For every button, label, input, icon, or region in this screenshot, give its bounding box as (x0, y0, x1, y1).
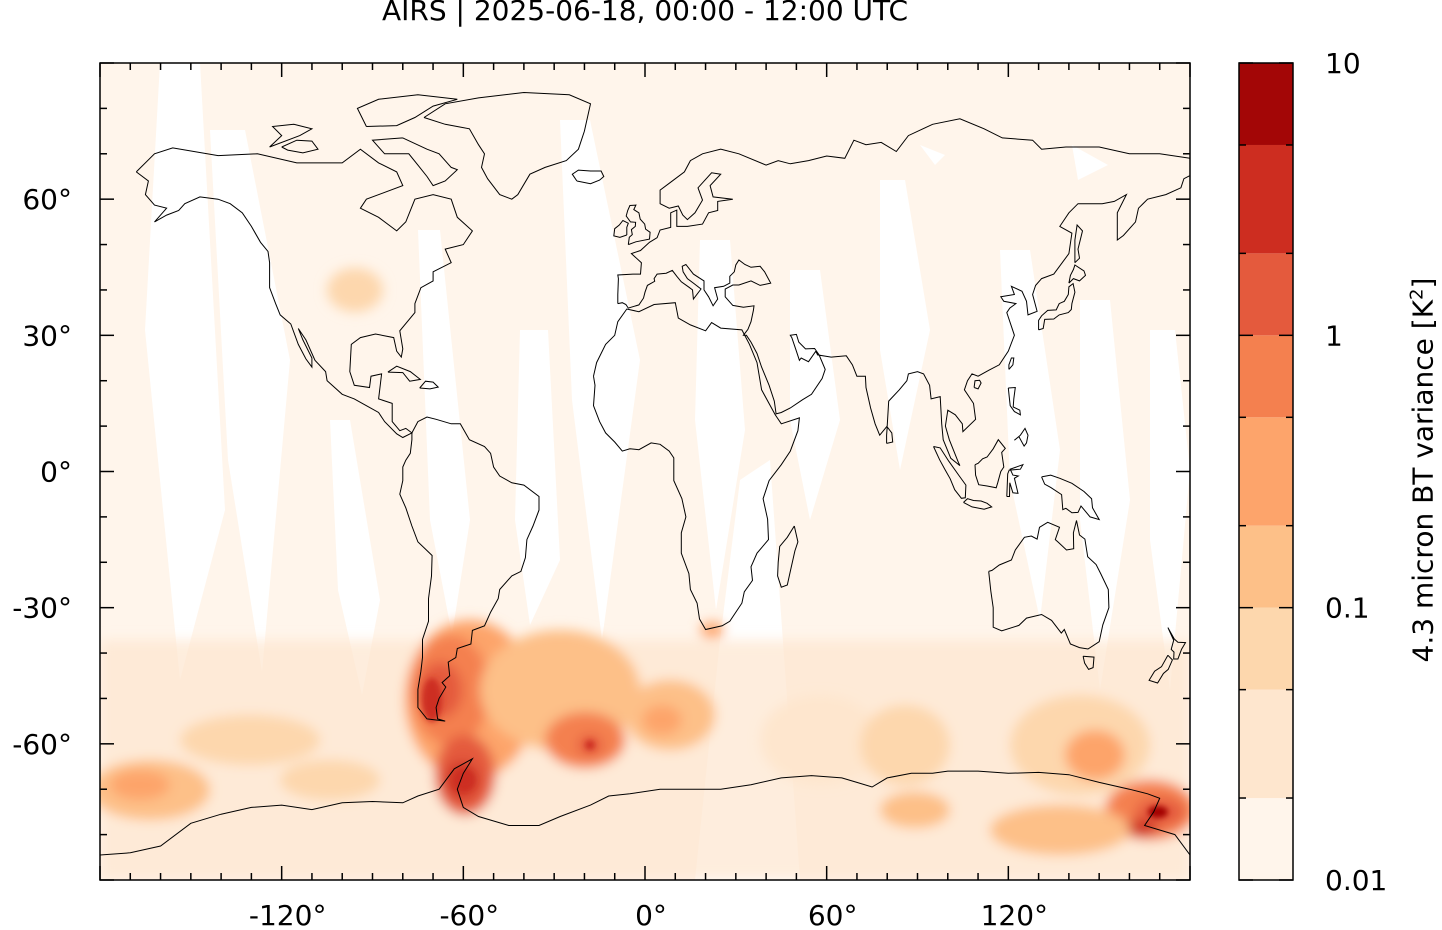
colorbar-segment (1239, 63, 1293, 145)
longitude-axis: -120° -60° 0° 60° 120° (249, 899, 1048, 930)
coastline (423, 91, 592, 200)
coastline (356, 94, 458, 127)
coastline (387, 365, 422, 382)
coastline (963, 498, 993, 510)
coastline (1014, 427, 1029, 448)
latitude-axis: 60° 30° 0° -30° -60° (12, 183, 72, 761)
coastline (1038, 282, 1076, 331)
colorbar-segment (1239, 607, 1293, 690)
coastline (399, 416, 540, 722)
coastlines (100, 91, 1190, 856)
coastline (617, 118, 1190, 466)
variance-field (100, 268, 1190, 880)
lon-tick-label: 60° (808, 899, 858, 930)
colorbar-frame (1238, 62, 1294, 881)
coastline (613, 219, 629, 238)
coastline (1068, 264, 1087, 284)
lat-tick-label: 0° (40, 456, 72, 489)
lon-tick-label: -120° (249, 899, 327, 930)
colorbar-tick-labels: 10 1 0.1 0.01 (1325, 47, 1387, 897)
coastline (886, 425, 894, 444)
coastline (592, 302, 800, 631)
colorbar-tick-label: 0.1 (1325, 592, 1370, 625)
coastline (1082, 655, 1095, 671)
coastline (135, 147, 474, 439)
colorbar-segment (1239, 335, 1293, 418)
colorbar-ticks (1239, 62, 1293, 881)
colorbar-segment (1239, 144, 1293, 254)
coastline (571, 169, 605, 185)
coastline (100, 757, 1190, 856)
coastline (281, 139, 319, 154)
chart-title: AIRS | 2025-06-18, 00:00 - 12:00 UTC (381, 0, 909, 27)
colorbar-segment (1239, 689, 1293, 799)
lat-tick-label: -30° (12, 592, 72, 625)
swath-gaps (145, 63, 1190, 880)
lat-tick-label: 60° (22, 183, 72, 216)
colorbar-tick-label: 10 (1325, 47, 1361, 80)
coastline (1148, 654, 1173, 684)
lon-tick-label: 120° (981, 899, 1048, 930)
colorbar-label: 4.3 micron BT variance [K2] (1406, 277, 1440, 663)
coastline (1074, 223, 1084, 264)
coastline (1007, 386, 1022, 416)
lat-tick-label: -60° (12, 728, 72, 761)
coastline (371, 137, 459, 187)
coastline (933, 446, 967, 499)
colorbar-segment (1239, 417, 1293, 526)
coastline (1167, 627, 1187, 660)
coastline (625, 204, 651, 246)
colorbar-tick-label: 0.01 (1325, 864, 1387, 897)
coastline (974, 438, 1006, 489)
colorbar-segment (1239, 798, 1293, 880)
colorbar (1239, 63, 1293, 880)
coastline (269, 123, 314, 148)
lon-tick-label: -60° (439, 899, 499, 930)
colorbar-tick-label: 1 (1325, 319, 1343, 352)
axis-ticks (99, 62, 1191, 881)
colorbar-segment (1239, 525, 1293, 608)
lat-tick-label: 30° (22, 319, 72, 352)
coastline (1008, 357, 1015, 370)
lon-tick-label: 0° (635, 899, 667, 930)
coastline (777, 525, 799, 588)
colorbar-segment (1239, 253, 1293, 336)
variance-hotspots (422, 678, 1168, 818)
coastline (988, 520, 1110, 650)
coastline (1006, 463, 1024, 497)
coastline (419, 380, 440, 390)
coastline (1041, 474, 1101, 521)
coastline (973, 379, 982, 390)
